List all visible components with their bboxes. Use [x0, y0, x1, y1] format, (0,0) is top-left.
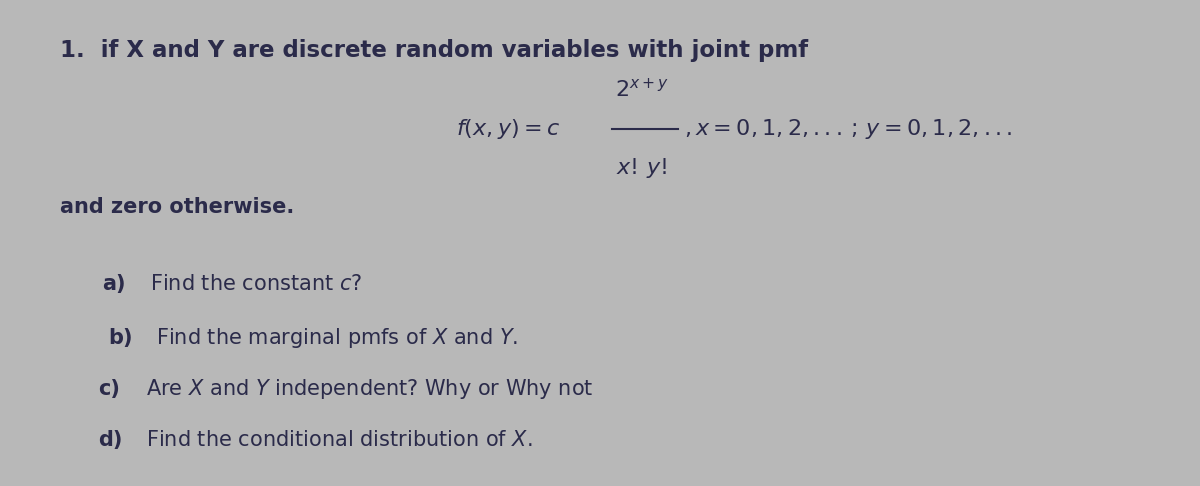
Text: $f(x,y) = c$: $f(x,y) = c$ — [456, 117, 560, 141]
Text: $,x = 0,1,2,...\,;\,y = 0,1,2,...$: $,x = 0,1,2,...\,;\,y = 0,1,2,...$ — [684, 117, 1013, 141]
Text: c): c) — [98, 379, 120, 399]
Text: b): b) — [108, 328, 132, 348]
Text: $x!\,y!$: $x!\,y!$ — [617, 156, 667, 180]
Text: d): d) — [98, 430, 122, 450]
Text: Are $X$ and $Y$ independent? Why or Why not: Are $X$ and $Y$ independent? Why or Why … — [146, 377, 594, 401]
Text: Find the marginal pmfs of $X$ and $Y$.: Find the marginal pmfs of $X$ and $Y$. — [156, 326, 518, 350]
Text: Find the constant $c$?: Find the constant $c$? — [150, 274, 362, 295]
Text: 1.  if X and Y are discrete random variables with joint pmf: 1. if X and Y are discrete random variab… — [60, 39, 808, 62]
Text: a): a) — [102, 274, 126, 295]
Text: and zero otherwise.: and zero otherwise. — [60, 196, 294, 217]
Text: Find the conditional distribution of $X$.: Find the conditional distribution of $X$… — [146, 430, 533, 450]
Text: $2^{x+y}$: $2^{x+y}$ — [614, 78, 670, 102]
